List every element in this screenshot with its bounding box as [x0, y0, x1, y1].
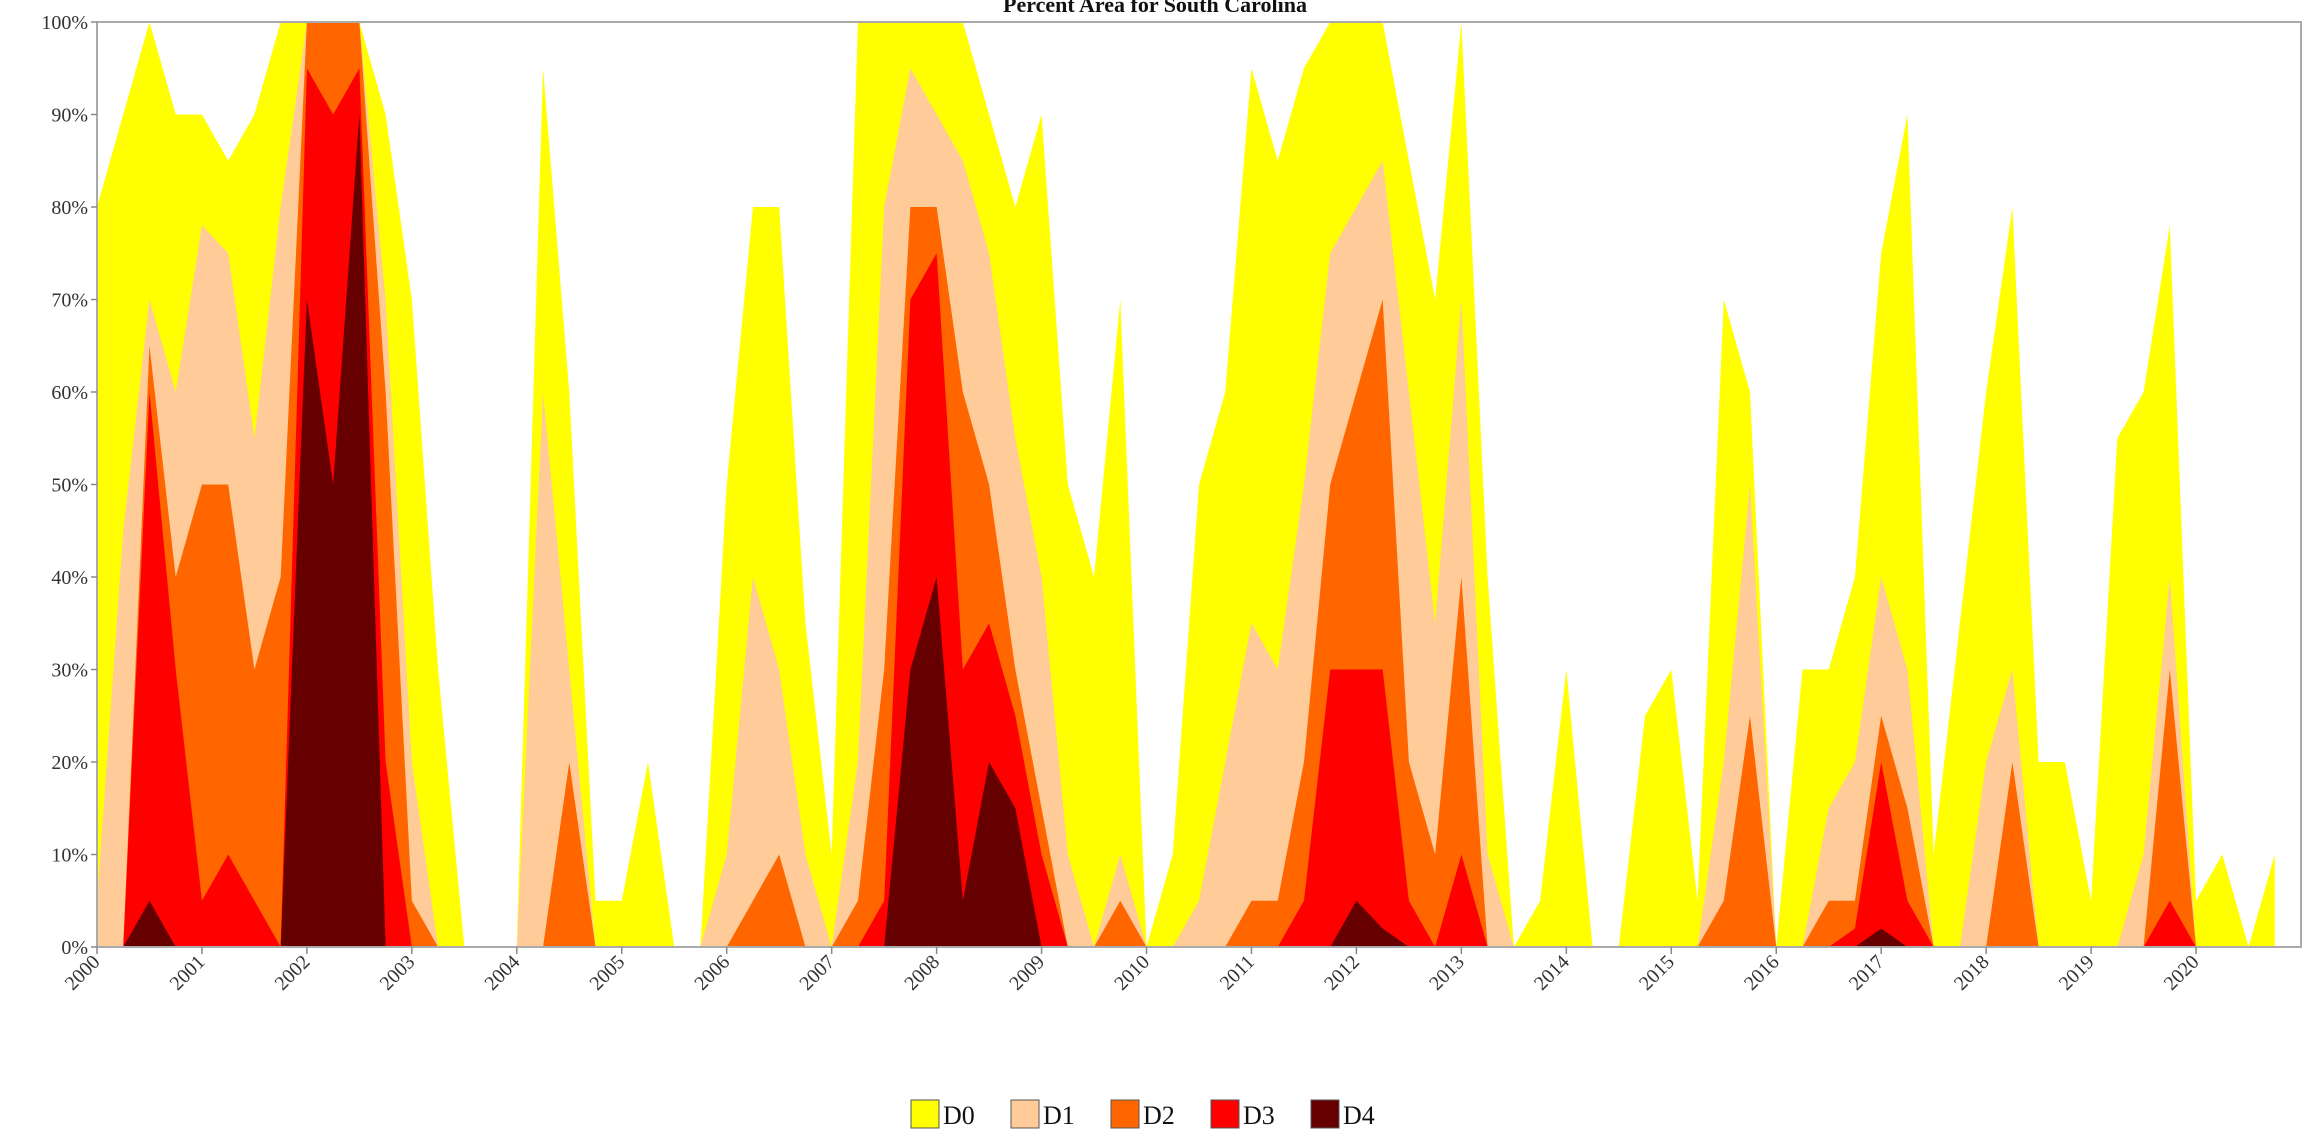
x-tick-label: 2002 — [271, 951, 315, 995]
x-tick-label: 2003 — [376, 951, 420, 995]
y-tick-label: 60% — [51, 382, 88, 404]
x-tick-label: 2019 — [2055, 951, 2099, 995]
y-tick-label: 0% — [61, 937, 88, 959]
legend-label: D1 — [1043, 1101, 1075, 1130]
x-tick-label: 2009 — [1005, 951, 1049, 995]
legend-label: D4 — [1343, 1101, 1375, 1130]
x-tick-label: 2013 — [1425, 951, 1469, 995]
x-tick-label: 2015 — [1635, 951, 1679, 995]
y-tick-label: 90% — [51, 105, 88, 127]
x-tick-label: 2010 — [1110, 951, 1154, 995]
y-tick-label: 40% — [51, 567, 88, 589]
y-tick-label: 30% — [51, 660, 88, 682]
x-tick-label: 2020 — [2160, 951, 2204, 995]
y-tick-label: 50% — [51, 475, 88, 497]
legend-swatch — [910, 1099, 940, 1129]
legend-label: D2 — [1143, 1101, 1175, 1130]
x-tick-label: 2018 — [1950, 951, 1994, 995]
x-tick-label: 2014 — [1530, 951, 1574, 995]
chart-title: Percent Area for South Carolina — [1003, 0, 1307, 17]
area-d0 — [97, 22, 2275, 947]
x-tick-label: 2005 — [585, 951, 629, 995]
y-tick-label: 20% — [51, 752, 88, 774]
legend-swatch — [1210, 1099, 1240, 1129]
legend-label: D3 — [1243, 1101, 1275, 1130]
legend-label: D0 — [943, 1101, 975, 1130]
x-tick-label: 2004 — [481, 951, 525, 995]
area-d4 — [97, 114, 2275, 947]
x-tick-label: 2006 — [690, 951, 734, 995]
x-tick-label: 2017 — [1845, 951, 1889, 995]
x-tick-label: 2016 — [1740, 951, 1784, 995]
x-tick-label: 2008 — [900, 951, 944, 995]
y-tick-label: 80% — [51, 197, 88, 219]
legend-swatch — [1010, 1099, 1040, 1129]
y-tick-label: 100% — [41, 12, 88, 34]
x-tick-label: 2011 — [1216, 951, 1259, 994]
legend-swatch — [1310, 1099, 1340, 1129]
area-d1 — [97, 22, 2275, 947]
y-tick-label: 70% — [51, 290, 88, 312]
legend-swatch — [1110, 1099, 1140, 1129]
x-tick-label: 2012 — [1320, 951, 1364, 995]
x-tick-label: 2001 — [166, 951, 210, 995]
x-tick-label: 2007 — [795, 951, 839, 995]
y-tick-label: 10% — [51, 845, 88, 867]
